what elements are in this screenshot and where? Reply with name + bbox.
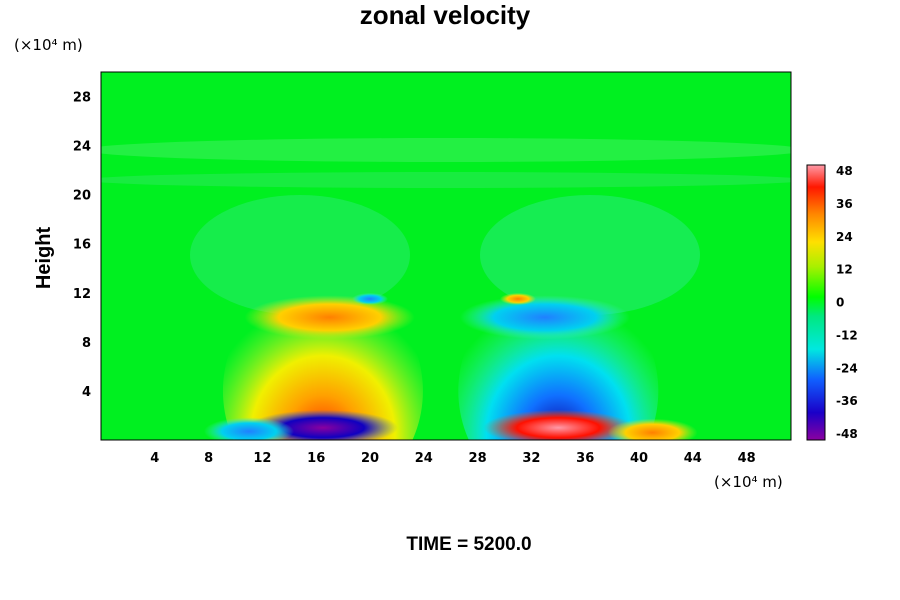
colorbar-label-1: 36 xyxy=(836,197,853,211)
x-tick-label-9: 40 xyxy=(630,451,648,466)
chart-title: zonal velocity xyxy=(360,0,531,30)
field-feature-6 xyxy=(203,417,294,440)
y-tick-label-5: 24 xyxy=(73,140,91,155)
field-features xyxy=(203,280,698,440)
y-tick-label-0: 4 xyxy=(82,385,91,400)
field-feature-3 xyxy=(459,295,630,340)
mid-left-band xyxy=(190,195,410,315)
y-tick-label-1: 8 xyxy=(82,336,91,351)
field-background xyxy=(101,72,791,440)
field-feature-8 xyxy=(352,292,389,305)
x-tick-label-0: 4 xyxy=(150,451,159,466)
y-ticks: 4 8 12 16 20 24 28 xyxy=(73,91,91,400)
colorbar-label-8: -48 xyxy=(836,427,858,441)
x-tick-label-2: 12 xyxy=(253,451,271,466)
plot-frame xyxy=(100,71,792,441)
x-tick-label-8: 36 xyxy=(576,451,594,466)
x-tick-label-7: 32 xyxy=(522,451,540,466)
x-tick-label-5: 24 xyxy=(415,451,433,466)
colorbar xyxy=(806,164,826,441)
colorbar-ticks: 48 36 24 12 0 -12 -24 -36 -48 xyxy=(836,164,858,441)
colorbar-label-6: -24 xyxy=(836,361,858,375)
x-tick-label-4: 20 xyxy=(361,451,379,466)
time-label: TIME = 5200.0 xyxy=(406,534,531,555)
x-tick-label-6: 28 xyxy=(469,451,487,466)
colorbar-label-5: -12 xyxy=(836,328,858,342)
upper-band xyxy=(101,138,791,162)
velocity-field xyxy=(101,72,791,440)
y-axis-unit: (×10⁴ m) xyxy=(14,36,83,54)
x-axis-unit: (×10⁴ m) xyxy=(714,473,783,491)
colorbar-label-0: 48 xyxy=(836,164,853,178)
field-feature-9 xyxy=(499,292,536,305)
x-ticks: 4 8 12 16 20 24 28 32 36 40 44 48 xyxy=(150,451,755,466)
y-tick-label-3: 16 xyxy=(73,238,91,253)
colorbar-label-3: 12 xyxy=(836,263,853,277)
field-feature-7 xyxy=(607,418,698,440)
x-tick-label-10: 44 xyxy=(684,451,702,466)
colorbar-label-4: 0 xyxy=(836,296,844,310)
y-axis-label: Height xyxy=(33,227,55,290)
field-feature-1 xyxy=(244,295,415,340)
x-tick-label-11: 48 xyxy=(738,451,756,466)
y-tick-label-2: 12 xyxy=(73,287,91,302)
x-tick-label-1: 8 xyxy=(204,451,213,466)
colorbar-label-7: -36 xyxy=(836,394,858,408)
upper-band-2 xyxy=(101,172,791,188)
x-tick-label-3: 16 xyxy=(307,451,325,466)
y-tick-label-6: 28 xyxy=(73,91,91,106)
y-tick-label-4: 20 xyxy=(73,189,91,204)
field-feature-5 xyxy=(483,409,634,440)
colorbar-label-2: 24 xyxy=(836,230,853,244)
